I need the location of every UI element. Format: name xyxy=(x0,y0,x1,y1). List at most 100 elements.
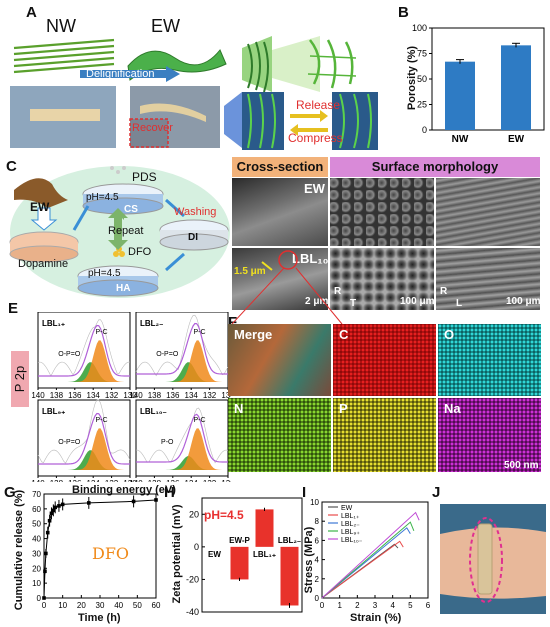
p-c-peak xyxy=(136,340,228,382)
o-p-o-peak xyxy=(38,450,130,470)
legend-label: LBL₉₊ xyxy=(341,529,360,536)
xps-sample-label: LBL₉₊ xyxy=(42,407,65,416)
stress-strain-line xyxy=(321,521,415,599)
data-point xyxy=(43,569,47,574)
o-p-o-peak xyxy=(38,362,130,382)
x-tick-label: 132 xyxy=(105,479,119,482)
zoom-circle xyxy=(261,250,298,271)
data-point xyxy=(42,596,46,600)
data-point xyxy=(154,498,158,502)
thickness-label: 1.5 μm xyxy=(234,266,266,277)
legend-label: EW xyxy=(341,505,353,512)
zoom-lines xyxy=(232,267,343,325)
x-tick-label: 130 xyxy=(123,391,137,400)
o-p-o-label: O-P=O xyxy=(58,351,81,358)
lbl-assembly-schematic xyxy=(9,166,230,298)
x-tick-label: 136 xyxy=(166,391,180,400)
nw-label: NW xyxy=(46,16,76,36)
binding-energy-xlabel: Binding energy (eV) xyxy=(72,484,176,496)
o-p-o-label: O-P=O xyxy=(58,439,81,446)
p-c-label: P-C xyxy=(95,417,107,424)
eds-label-merge: Merge xyxy=(234,327,273,342)
delignification-arrow xyxy=(80,66,180,82)
axis-l: L xyxy=(456,298,463,309)
xps-sample-label: LBL₁₊ xyxy=(42,319,65,328)
x-tick-label: 136 xyxy=(68,479,82,482)
ew-sheet-icon xyxy=(14,178,68,208)
eds-map-n: N xyxy=(228,398,331,472)
x-tick-label: 0 xyxy=(42,601,47,610)
y-tick-label: 30 xyxy=(32,549,41,558)
dopamine-label: Dopamine xyxy=(18,258,69,270)
y-tick-label: 20 xyxy=(189,509,199,519)
y-tick-label: 10 xyxy=(32,579,41,588)
y-tick-label: 40 xyxy=(32,535,41,544)
x-tick-label: 2 xyxy=(355,601,360,610)
y-tick-label: 6 xyxy=(315,536,320,545)
x-tick-label: EW xyxy=(508,134,525,145)
y-tick-label: 20 xyxy=(32,564,41,573)
zeta-bar xyxy=(280,546,299,606)
y-tick-label: 4 xyxy=(315,556,320,565)
panel-j-letter: J xyxy=(432,484,441,501)
legend-label: LBL₁₊ xyxy=(341,513,360,520)
ew-fiber-sheet xyxy=(127,49,227,81)
x-tick-label: 138 xyxy=(50,479,64,482)
y-tick-label: 8 xyxy=(315,517,320,526)
x-tick-label: 134 xyxy=(185,391,199,400)
bar xyxy=(501,45,531,131)
y-tick-label: 60 xyxy=(32,505,41,514)
x-tick-label: 30 xyxy=(96,601,105,610)
porosity-chart: 0 25 50 75 100 NW EW xyxy=(412,23,545,145)
eds-map-o: O xyxy=(438,324,541,396)
compress-label: Compress xyxy=(288,131,343,145)
raw-signal xyxy=(135,407,229,464)
data-point xyxy=(57,504,61,508)
x-tick-label: 10 xyxy=(58,601,67,610)
axis-r-2: R xyxy=(440,286,448,297)
x-tick-label: 134 xyxy=(87,391,101,400)
y-tick-label: 0 xyxy=(422,125,427,135)
stress-strain-line xyxy=(321,511,420,599)
release-label: Release xyxy=(296,98,341,112)
panel-h-letter: H xyxy=(164,484,175,501)
x-tick-label: 132 xyxy=(203,479,217,482)
y-tick-label: 25 xyxy=(417,100,427,110)
y-tick-label: 100 xyxy=(412,23,427,33)
o-p-o-peak xyxy=(136,362,228,382)
raw-signal xyxy=(135,314,229,377)
axis-r-1: R xyxy=(334,286,342,297)
recover-label: Recover xyxy=(132,122,173,134)
scale-bar-surface-1: 100 μm xyxy=(400,296,435,307)
data-point xyxy=(44,551,48,556)
panel-a-schematic xyxy=(10,36,378,150)
panel-e-letter: E xyxy=(8,300,19,317)
data-point xyxy=(45,530,50,535)
x-tick-label: 132 xyxy=(203,391,217,400)
washing-label: Washing xyxy=(174,206,217,218)
pds-label: PDS xyxy=(132,170,157,184)
sem-ew-cross xyxy=(232,178,328,246)
x-tick-label: 140 xyxy=(129,479,143,482)
category-label: LBL₁₊ xyxy=(253,550,276,559)
panel-f-letter: F xyxy=(228,314,238,331)
nw-fiber-bundle xyxy=(13,38,115,74)
envelope-fit xyxy=(136,322,229,375)
x-tick-label: 130 xyxy=(221,391,231,400)
zeta-bar xyxy=(230,546,249,580)
ew-label-c: EW xyxy=(30,200,50,214)
envelope-fit xyxy=(38,412,131,465)
y-tick-label: 10 xyxy=(310,498,319,507)
sem-lbl-cross xyxy=(232,248,328,310)
x-tick-label: 136 xyxy=(68,391,82,400)
panel-i-letter: I xyxy=(302,484,307,501)
surface-morphology-header: Surface morphology xyxy=(330,157,540,177)
x-tick-label: 130 xyxy=(123,479,137,482)
eds-map-p: P xyxy=(333,398,436,472)
p-c-label: P-C xyxy=(193,329,205,336)
di-label: DI xyxy=(188,232,198,243)
xps-p2p-spectra: LBL₁₊ P-C O-P=O 140 138 136 134 132 130 LBL₂₋ P-C O… xyxy=(31,312,231,482)
x-tick-label: 140 xyxy=(129,391,143,400)
data-point xyxy=(53,505,57,510)
